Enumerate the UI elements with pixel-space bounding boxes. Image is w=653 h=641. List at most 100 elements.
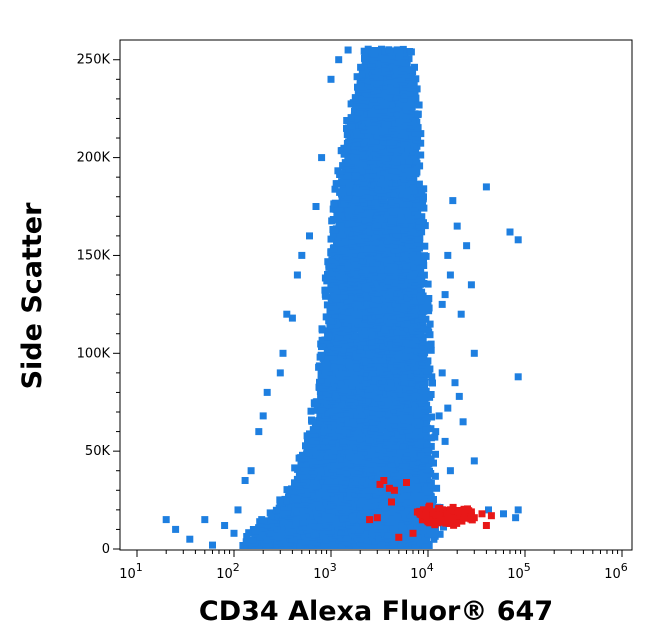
blue-event: [404, 278, 412, 286]
blue-event: [403, 118, 410, 126]
blue-event: [419, 353, 427, 361]
blue-outlier-event: [209, 541, 216, 549]
blue-event: [385, 46, 393, 54]
blue-event: [419, 324, 427, 332]
blue-event: [413, 410, 421, 417]
blue-event: [381, 221, 389, 228]
blue-event: [327, 315, 335, 322]
blue-event: [426, 320, 434, 328]
blue-event: [405, 185, 413, 193]
blue-event: [397, 99, 405, 107]
blue-event: [362, 320, 370, 328]
blue-event: [376, 469, 384, 477]
blue-outlier-event: [463, 242, 471, 250]
blue-event: [411, 394, 419, 402]
blue-event: [361, 216, 369, 224]
blue-event: [421, 542, 429, 549]
blue-event: [403, 299, 411, 306]
blue-outlier-event: [247, 467, 255, 475]
blue-event: [420, 193, 427, 201]
blue-event: [358, 101, 366, 109]
blue-event: [318, 325, 326, 333]
blue-event: [342, 368, 350, 375]
blue-event: [427, 346, 435, 354]
blue-event: [381, 192, 389, 200]
blue-event: [317, 351, 325, 359]
blue-event: [359, 490, 366, 498]
blue-event: [399, 328, 407, 336]
blue-event: [375, 345, 383, 353]
blue-event: [391, 541, 399, 549]
blue-event: [409, 340, 417, 348]
blue-event: [315, 464, 323, 472]
blue-event: [263, 517, 271, 525]
blue-event: [308, 416, 315, 424]
blue-event: [387, 460, 395, 468]
blue-event: [358, 70, 366, 78]
blue-event: [423, 296, 431, 304]
blue-event: [367, 126, 374, 134]
blue-event: [322, 313, 330, 321]
blue-event: [392, 246, 400, 254]
blue-event: [325, 426, 333, 434]
blue-event: [323, 301, 331, 309]
blue-event: [369, 188, 377, 196]
blue-event: [424, 488, 431, 496]
blue-event: [245, 529, 253, 537]
blue-event: [340, 393, 348, 401]
blue-event: [398, 181, 406, 189]
blue-event: [414, 124, 422, 132]
blue-event: [400, 320, 408, 328]
blue-event: [391, 421, 399, 429]
blue-event: [371, 295, 379, 302]
blue-event: [354, 83, 361, 91]
blue-outlier-event: [172, 525, 180, 533]
blue-event: [303, 446, 311, 454]
blue-event: [339, 437, 347, 445]
blue-event: [353, 268, 361, 275]
blue-event: [420, 219, 427, 227]
blue-event: [393, 108, 401, 116]
blue-event: [316, 384, 324, 391]
blue-event: [387, 493, 395, 500]
blue-event: [376, 179, 384, 187]
blue-event: [431, 472, 439, 480]
blue-event: [313, 510, 321, 518]
blue-event: [393, 57, 401, 65]
blue-event: [360, 47, 368, 55]
blue-event: [357, 63, 365, 71]
blue-event: [347, 114, 355, 122]
blue-event: [365, 348, 373, 355]
blue-event: [347, 122, 354, 130]
blue-event: [359, 179, 367, 187]
blue-event: [419, 302, 426, 310]
blue-event: [354, 457, 362, 465]
blue-event: [380, 264, 388, 272]
blue-event: [318, 457, 326, 465]
blue-event: [426, 365, 434, 373]
blue-event: [283, 486, 291, 494]
blue-event: [352, 254, 360, 262]
blue-event: [424, 406, 432, 414]
blue-event: [382, 86, 390, 94]
blue-event: [412, 358, 420, 366]
blue-outlier-event: [186, 535, 194, 543]
blue-event: [365, 395, 373, 403]
blue-event: [333, 180, 341, 188]
blue-event: [359, 195, 367, 203]
blue-event: [322, 388, 330, 396]
blue-event: [406, 89, 414, 97]
blue-event: [384, 383, 392, 391]
blue-event: [423, 401, 431, 409]
blue-event: [426, 341, 434, 349]
blue-event: [346, 345, 354, 353]
blue-event: [336, 171, 344, 178]
blue-event: [374, 221, 381, 229]
blue-event: [424, 445, 432, 453]
blue-event: [410, 454, 418, 462]
blue-event: [320, 428, 328, 436]
blue-outlier-event: [162, 516, 170, 524]
blue-event: [297, 460, 305, 468]
blue-event: [417, 151, 425, 159]
blue-event: [343, 131, 351, 138]
